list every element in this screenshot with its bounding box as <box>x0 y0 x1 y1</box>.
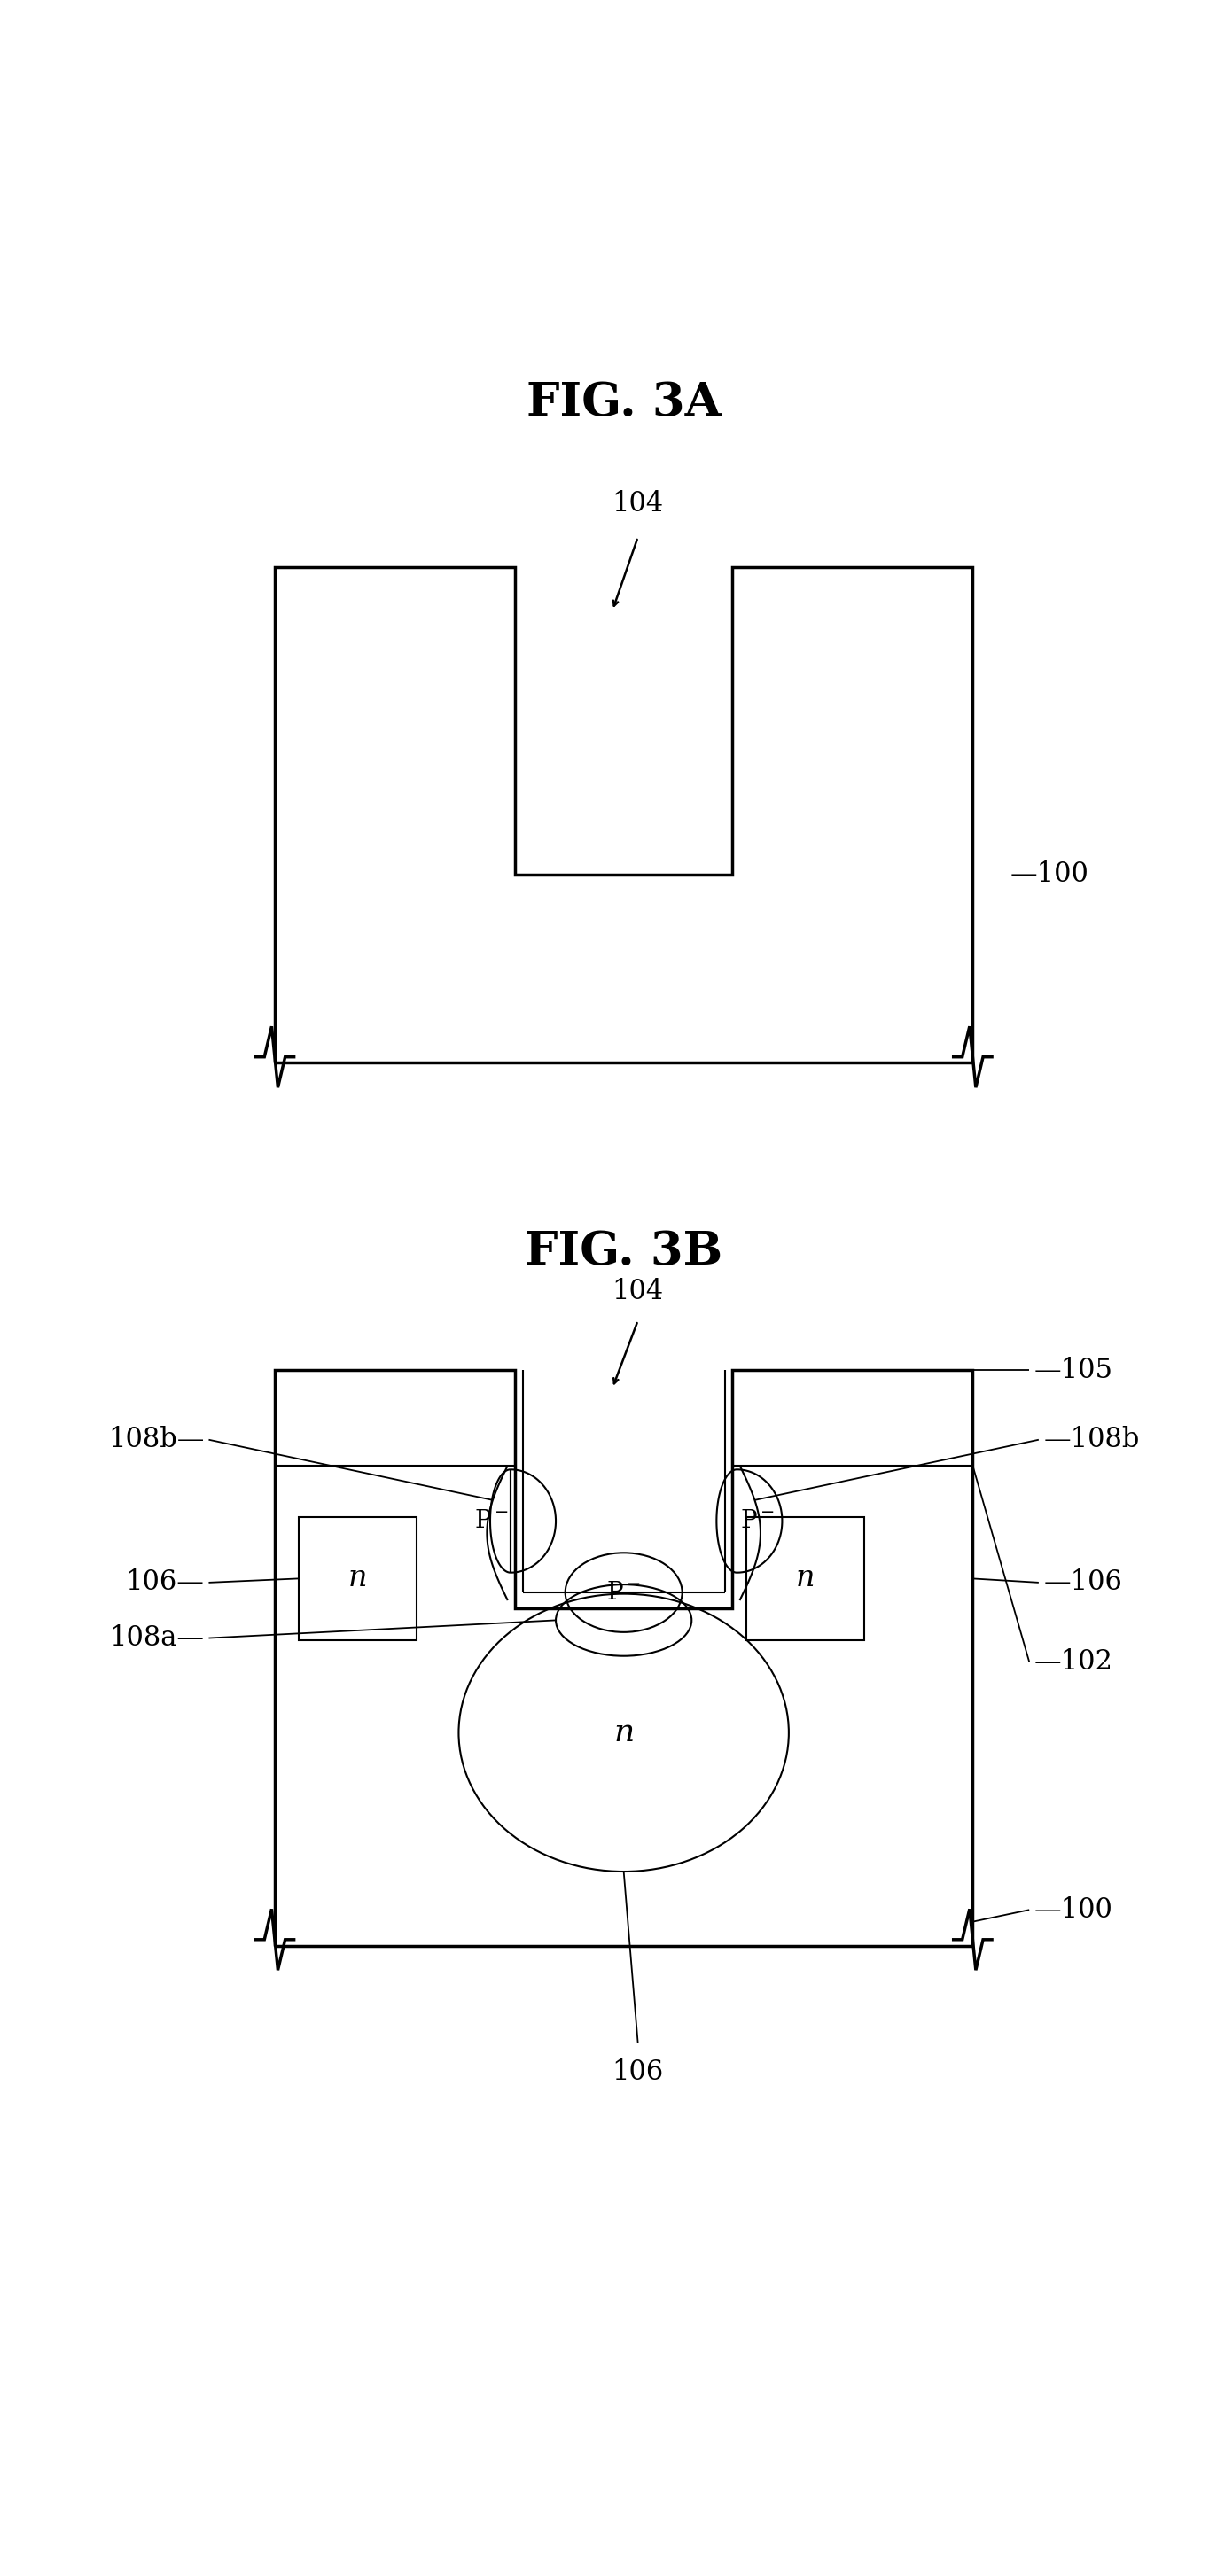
Bar <box>746 1517 864 1641</box>
Text: P$^-$: P$^-$ <box>606 1582 641 1605</box>
Text: 106—: 106— <box>125 1569 204 1597</box>
Text: P$^-$: P$^-$ <box>475 1510 509 1533</box>
Text: 108a—: 108a— <box>110 1625 204 1651</box>
Bar <box>298 1517 416 1641</box>
Text: 104: 104 <box>612 1278 663 1306</box>
Text: FIG. 3B: FIG. 3B <box>525 1229 723 1275</box>
Text: 108b—: 108b— <box>108 1427 204 1453</box>
Text: —108b: —108b <box>1043 1427 1139 1453</box>
Text: —105: —105 <box>1034 1358 1112 1383</box>
Text: —100: —100 <box>1010 860 1089 889</box>
Text: FIG. 3A: FIG. 3A <box>527 379 720 425</box>
Text: n: n <box>348 1564 366 1592</box>
Text: —102: —102 <box>1034 1649 1112 1674</box>
Text: 104: 104 <box>612 489 663 518</box>
Text: —100: —100 <box>1034 1896 1112 1924</box>
Text: n: n <box>613 1718 634 1747</box>
Text: n: n <box>796 1564 815 1592</box>
Text: P$^-$: P$^-$ <box>740 1510 775 1533</box>
Text: —106: —106 <box>1043 1569 1122 1597</box>
Text: 106: 106 <box>612 2058 663 2087</box>
